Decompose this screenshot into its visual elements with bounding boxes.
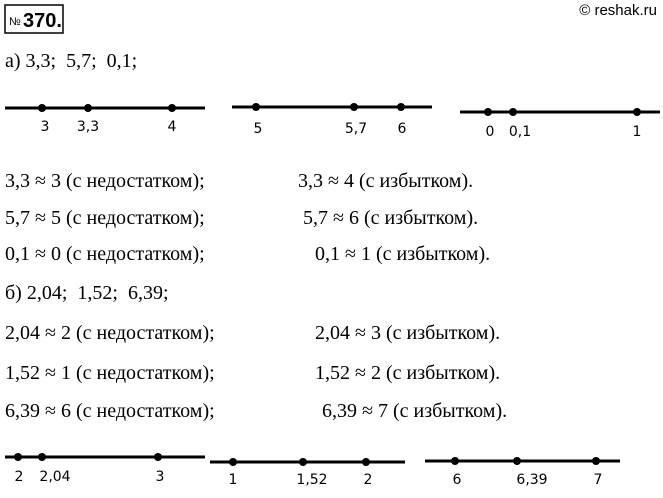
point-label: 0: [486, 124, 495, 140]
point: [397, 103, 405, 111]
point-label: 1,52: [296, 472, 327, 488]
row-right: 2,04 ≈ 3 (с избытком).: [315, 322, 500, 344]
point-label: 3: [41, 119, 50, 135]
point-label: 2,04: [39, 469, 70, 485]
point-label: 1: [633, 124, 642, 140]
row-right: 1,52 ≈ 2 (с избытком).: [315, 362, 500, 384]
row-left: 1,52 ≈ 1 (с недостатком);: [5, 362, 215, 384]
row-right: 3,3 ≈ 4 (с избытком).: [298, 170, 473, 192]
point: [509, 108, 517, 116]
row-right: 0,1 ≈ 1 (с избытком).: [315, 243, 490, 265]
point: [299, 458, 307, 466]
point: [252, 103, 260, 111]
row-left: 5,7 ≈ 5 (с недостатком);: [5, 207, 205, 229]
number-lines-a: 3 3,3 4 5 5,7 6 0 0,1 1: [5, 103, 660, 140]
row-right: 6,39 ≈ 7 (с избытком).: [322, 400, 507, 422]
point-label: 1: [229, 472, 238, 488]
part-label: а) 3,3; 5,7; 0,1;: [5, 50, 137, 72]
point-label: 0,1: [509, 124, 531, 140]
point-label: 7: [594, 472, 603, 488]
row-left: 3,3 ≈ 3 (с недостатком);: [5, 170, 205, 192]
point-label: 5,7: [345, 121, 367, 137]
point-label: 6: [453, 472, 462, 488]
point: [484, 108, 492, 116]
point-label: 3,3: [77, 119, 99, 135]
point: [154, 453, 162, 461]
source: © reshak.ru: [579, 2, 657, 19]
point-label: 4: [168, 119, 177, 135]
point: [633, 108, 641, 116]
point-label: 2: [364, 472, 373, 488]
row-left: 6,39 ≈ 6 (с недостатком);: [5, 400, 215, 422]
point: [14, 453, 22, 461]
point: [168, 104, 176, 112]
point: [38, 453, 46, 461]
number-sign: №: [9, 16, 21, 28]
task-number: 370.: [23, 10, 62, 32]
point-label: 5: [254, 121, 263, 137]
point: [84, 104, 92, 112]
point: [362, 458, 370, 466]
row-left: 2,04 ≈ 2 (с недостатком);: [5, 322, 215, 344]
point: [38, 104, 46, 112]
point: [592, 457, 600, 465]
part-label: б) 2,04; 1,52; 6,39;: [5, 282, 169, 304]
point-label: 6,39: [516, 472, 547, 488]
point: [451, 457, 459, 465]
number-box: [4, 4, 64, 34]
point-label: 6: [398, 121, 407, 137]
point-label: 3: [156, 469, 165, 485]
row-left: 0,1 ≈ 0 (с недостатком);: [5, 243, 205, 265]
point: [513, 457, 521, 465]
number-lines-b: 2 2,04 3 1 1,52 2 6 6,39 7: [5, 453, 620, 488]
point: [350, 103, 358, 111]
point-label: 2: [15, 469, 24, 485]
row-right: 5,7 ≈ 6 (с избытком).: [303, 207, 478, 229]
point: [229, 458, 237, 466]
